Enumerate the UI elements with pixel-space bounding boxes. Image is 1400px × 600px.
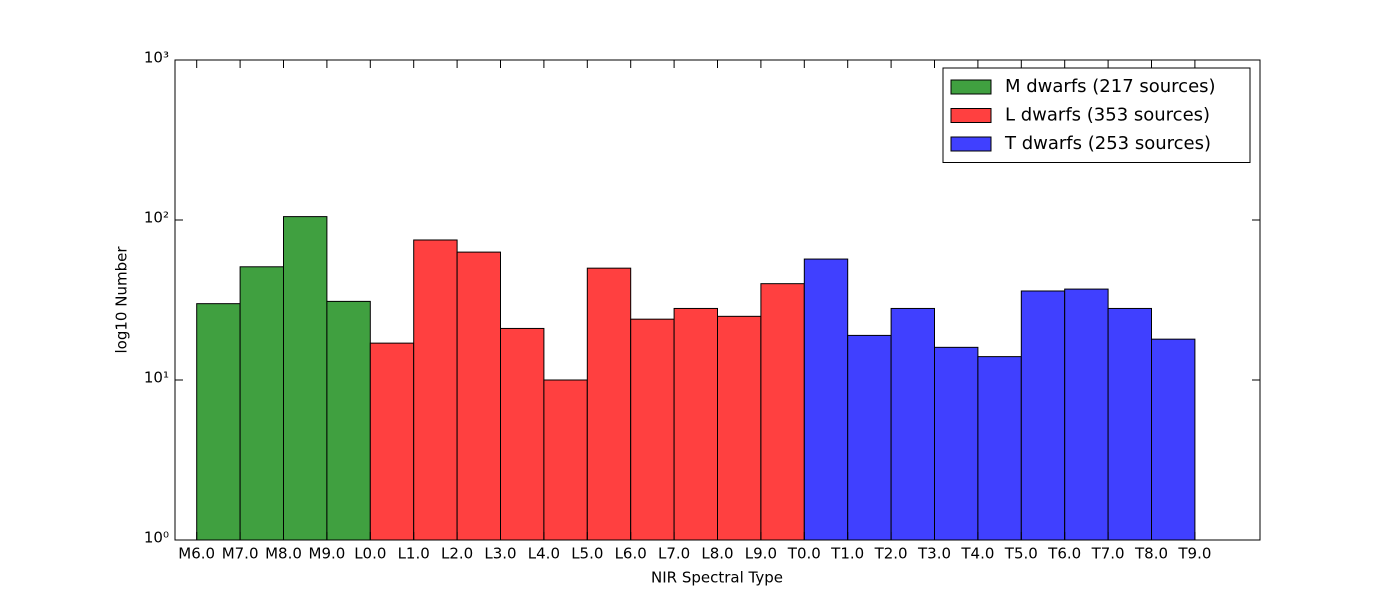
legend-label: M dwarfs (217 sources) <box>1005 76 1216 97</box>
y-tick-label: 10¹ <box>144 369 169 387</box>
bar <box>1151 338 1196 541</box>
legend: M dwarfs (217 sources) L dwarfs (353 sour… <box>942 67 1251 163</box>
legend-swatch <box>950 108 992 123</box>
x-tick-label: T5.0 <box>1004 545 1038 563</box>
x-tick-label: L3.0 <box>484 545 516 563</box>
bar <box>890 307 935 541</box>
bar <box>1064 288 1109 541</box>
legend-label: L dwarfs (353 sources) <box>1005 105 1210 126</box>
bar <box>630 318 675 541</box>
x-tick-label: M6.0 <box>178 545 215 563</box>
x-tick-label: L0.0 <box>354 545 386 563</box>
bar <box>934 346 979 541</box>
x-tick-label: T0.0 <box>787 545 821 563</box>
bar <box>413 239 458 541</box>
x-tick-label: T8.0 <box>1134 545 1168 563</box>
x-tick-label: T6.0 <box>1047 545 1081 563</box>
x-tick-label: M7.0 <box>222 545 259 563</box>
x-tick-label: M8.0 <box>265 545 302 563</box>
x-tick-label: L7.0 <box>658 545 690 563</box>
bar <box>1020 290 1066 541</box>
x-tick-label: T4.0 <box>960 545 994 563</box>
x-tick-label: T9.0 <box>1177 545 1211 563</box>
y-axis-label: log10 Number <box>113 246 131 354</box>
bar <box>847 334 892 541</box>
y-tick-label: 10² <box>144 209 169 227</box>
x-axis-label: NIR Spectral Type <box>651 569 783 587</box>
x-tick-label: L5.0 <box>571 545 603 563</box>
bar <box>803 258 849 541</box>
bar <box>196 303 241 541</box>
bar <box>586 267 632 541</box>
bar <box>283 216 328 541</box>
x-tick-label: L8.0 <box>701 545 733 563</box>
bar <box>977 356 1022 541</box>
legend-swatch <box>950 79 992 95</box>
bar <box>456 251 502 541</box>
bar <box>543 379 588 541</box>
bar <box>239 266 285 541</box>
legend-swatch <box>950 136 992 152</box>
x-tick-label: M9.0 <box>309 545 346 563</box>
legend-label: T dwarfs (253 sources) <box>1004 133 1211 154</box>
x-tick-label: L9.0 <box>745 545 777 563</box>
bar <box>326 300 371 541</box>
x-tick-label: L6.0 <box>615 545 647 563</box>
x-tick-label: L4.0 <box>528 545 560 563</box>
y-tick-label: 10³ <box>144 49 169 67</box>
legend-frame <box>942 67 1251 163</box>
bar <box>369 342 415 541</box>
y-tick-label: 10⁰ <box>144 529 169 547</box>
x-tick-label: T1.0 <box>830 545 864 563</box>
bar <box>717 315 762 541</box>
x-tick-label: L2.0 <box>441 545 473 563</box>
bar <box>1107 307 1152 541</box>
x-tick-label: L1.0 <box>398 545 430 563</box>
x-tick-label: T7.0 <box>1091 545 1125 563</box>
bar <box>673 307 718 541</box>
x-tick-label: T2.0 <box>874 545 908 563</box>
bar <box>760 283 805 541</box>
bar <box>500 327 545 541</box>
x-tick-label: T3.0 <box>917 545 951 563</box>
